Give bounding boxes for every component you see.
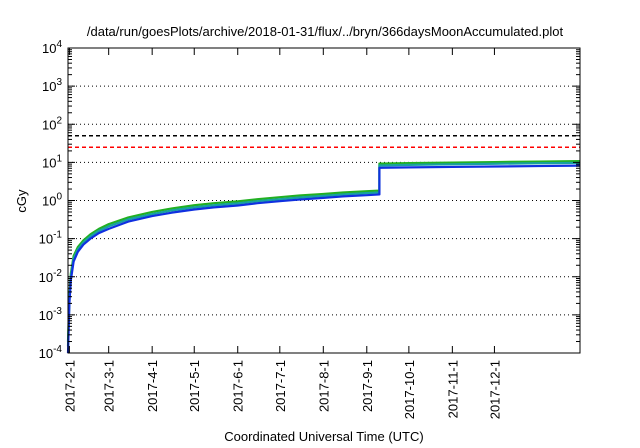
chart-title: /data/run/goesPlots/archive/2018-01-31/f… [87, 24, 564, 39]
y-tick-label: 10-2 [39, 268, 63, 285]
series-line [66, 164, 581, 354]
series-line [66, 161, 581, 347]
x-axis-label: Coordinated Universal Time (UTC) [224, 429, 423, 444]
y-tick-label: 103 [42, 77, 62, 94]
y-axis: 104 103 102 101 100 10-1 10-2 10-3 10-4 [39, 39, 580, 361]
x-tick-label: 2017-8-1 [316, 360, 331, 412]
x-tick-label: 2017-11-1 [445, 360, 460, 418]
y-tick-label: 10-4 [39, 344, 63, 361]
y-tick-label: 100 [42, 192, 62, 209]
x-tick-label: 2017-4-1 [145, 360, 160, 412]
reference-lines [68, 134, 580, 148]
x-tick-label: 2017-12-1 [487, 360, 502, 419]
grid [68, 85, 580, 316]
y-tick-label: 101 [42, 153, 62, 170]
series-line [66, 160, 581, 342]
x-tick-label: 2017-2-1 [62, 360, 77, 412]
x-tick-label: 2017-10-1 [402, 360, 417, 419]
y-tick-label: 10-1 [39, 230, 63, 247]
y-axis-label: cGy [14, 189, 29, 213]
x-tick-label: 2017-6-1 [231, 360, 246, 412]
series-group [66, 160, 581, 354]
y-tick-label: 104 [42, 39, 62, 56]
x-tick-label: 2017-5-1 [187, 360, 202, 412]
y-tick-label: 10-3 [39, 306, 63, 323]
y-tick-label: 102 [42, 115, 62, 132]
x-tick-label: 2017-3-1 [102, 360, 117, 412]
x-axis: 2017-2-1 2017-3-1 2017-4-1 2017-5-1 2017-6-1… [62, 48, 502, 419]
x-tick-label: 2017-9-1 [360, 360, 375, 412]
x-tick-label: 2017-7-1 [273, 360, 288, 412]
